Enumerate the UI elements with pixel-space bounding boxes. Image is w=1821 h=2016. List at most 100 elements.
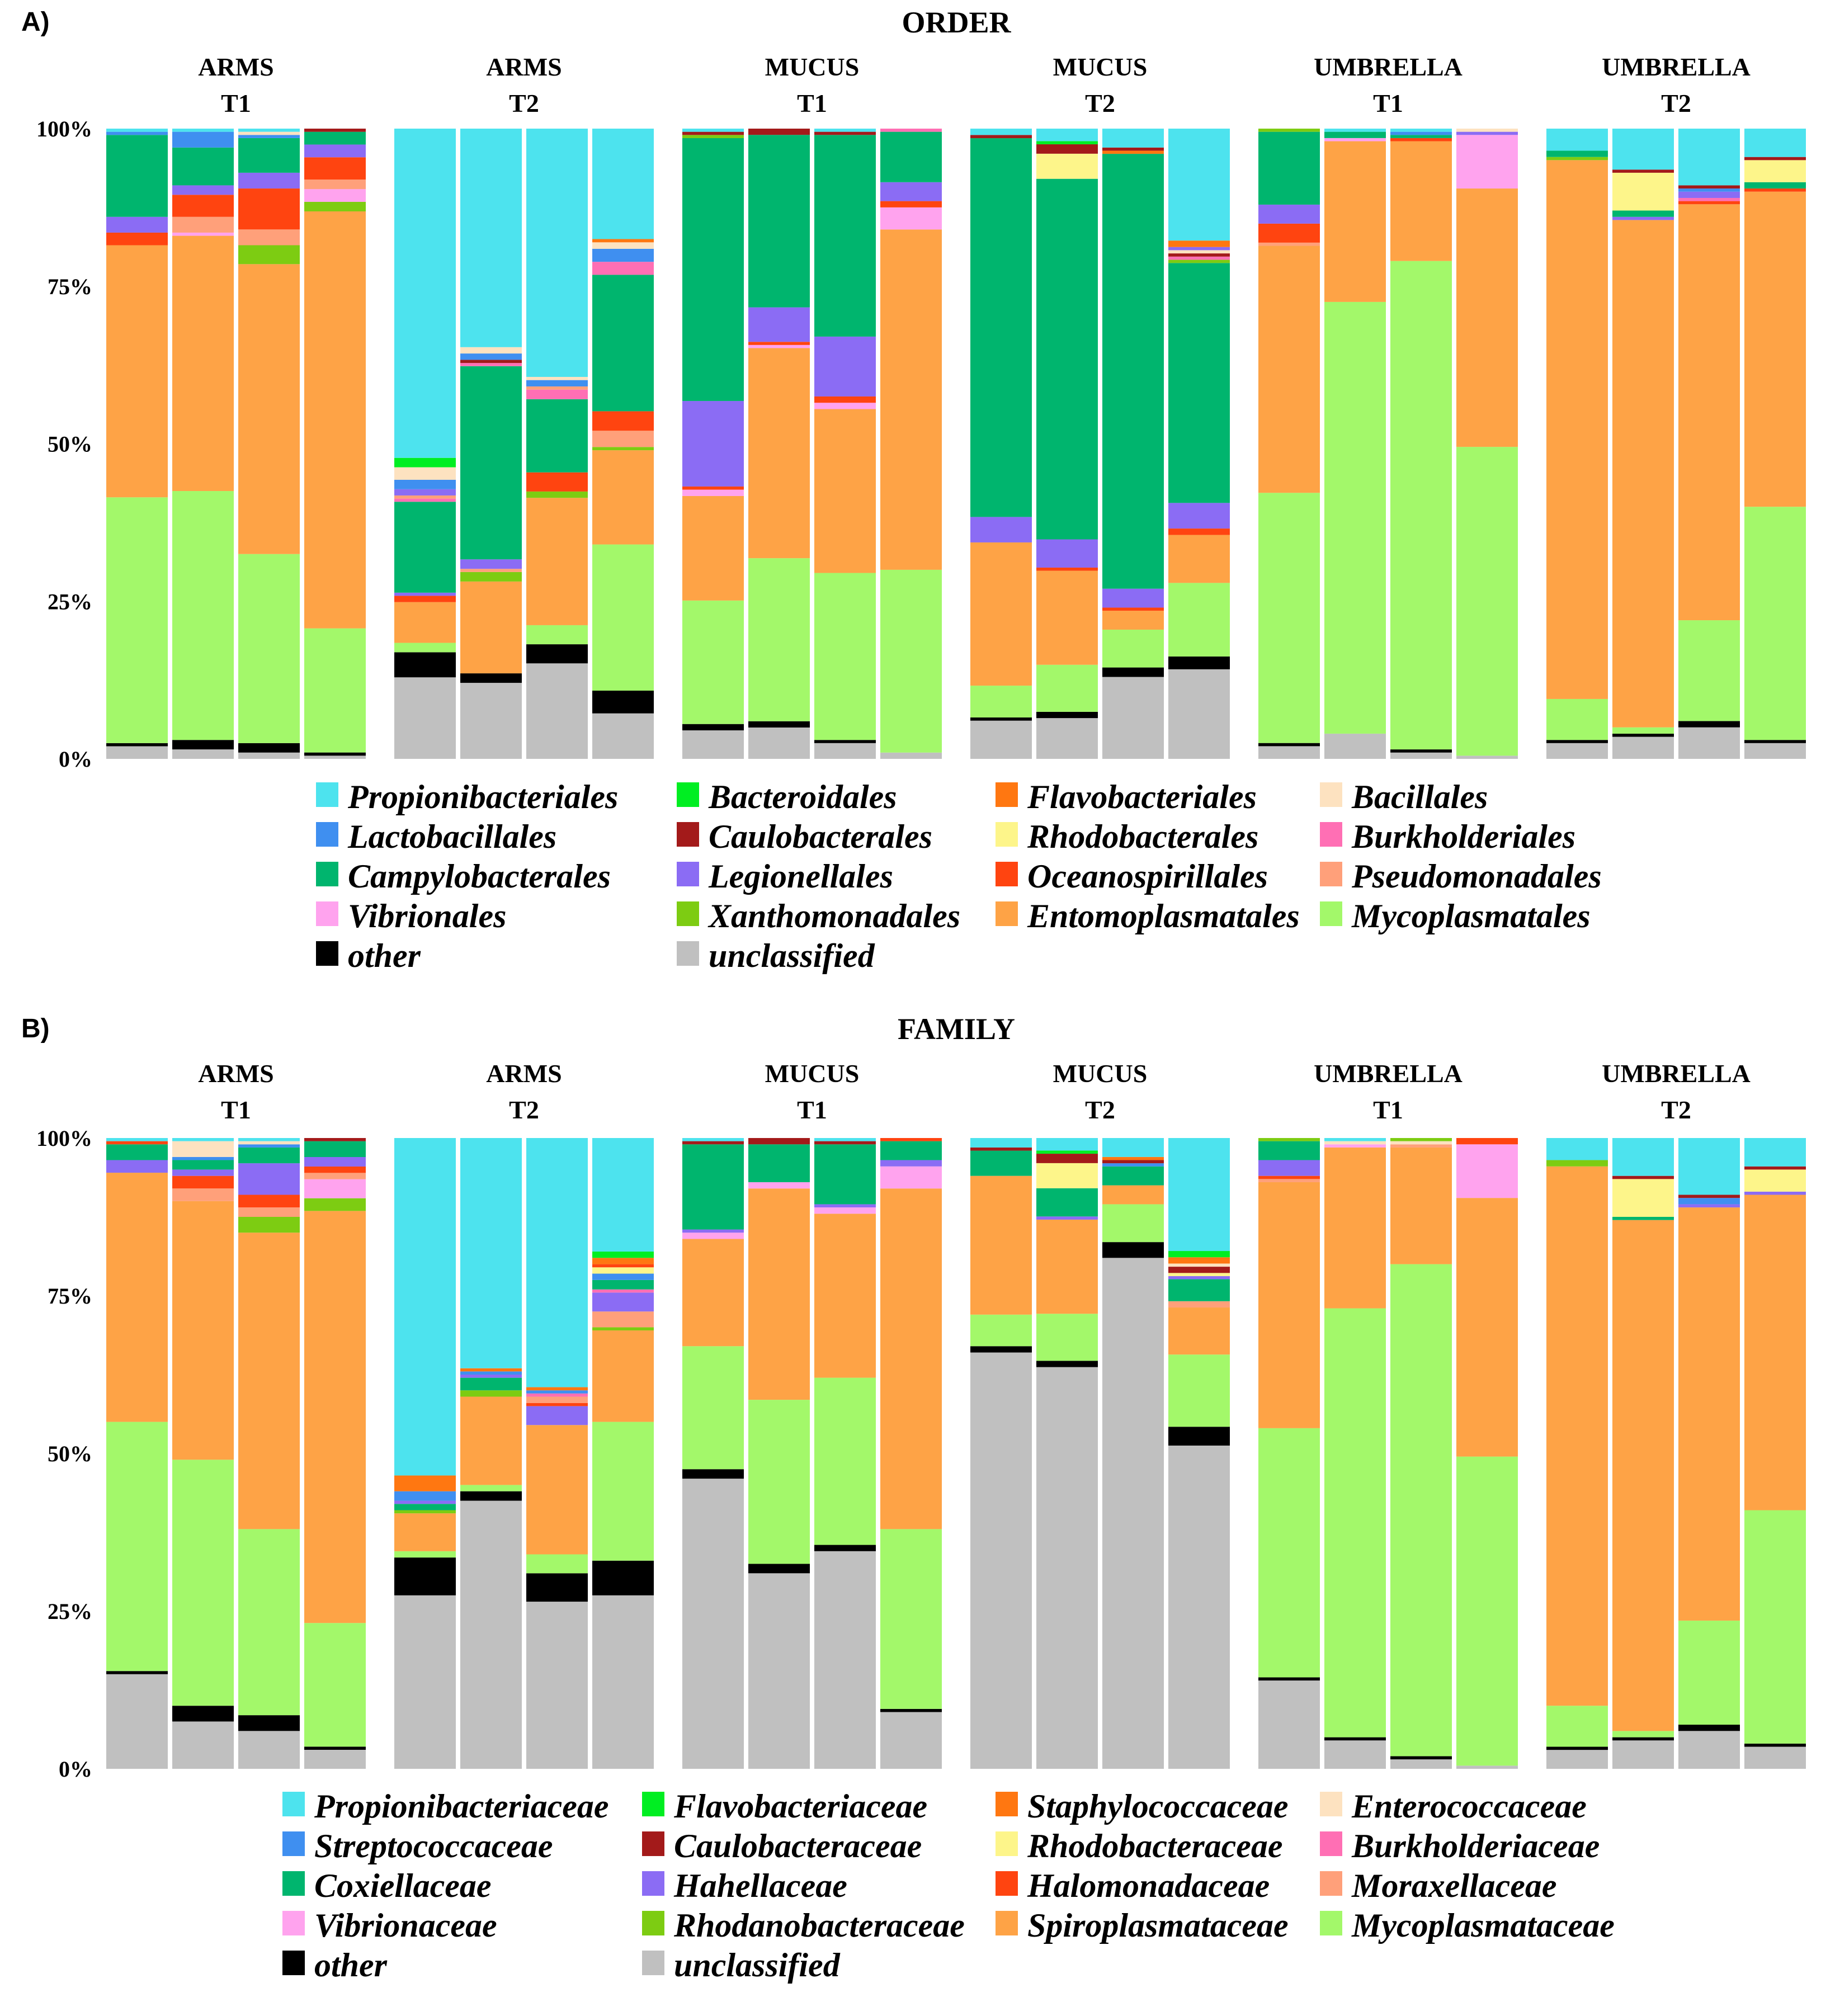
bar-segment-burkholderiales <box>1168 256 1230 260</box>
bar-segment-bacteroidales <box>394 457 456 468</box>
bar-segment-spiroplasmataceae <box>304 1211 366 1623</box>
bar-segment-other <box>1744 1743 1806 1747</box>
bar-segment-propionibacteriaceae <box>394 1138 456 1476</box>
bar-segment-coxiellaceae <box>592 1280 654 1290</box>
group-title-arms-t2: ARMS <box>486 53 562 81</box>
chart-title: FAMILY <box>898 1012 1015 1046</box>
bar-segment-other <box>1390 749 1452 753</box>
bar-segment-hahellaceae <box>1168 1276 1230 1280</box>
legend-label: unclassified <box>674 1947 841 1984</box>
stacked-bar <box>814 1138 876 1769</box>
group-title-arms-t1: ARMS <box>198 53 273 81</box>
group-subtitle-mucus-t2: T2 <box>1085 1096 1115 1124</box>
bar-segment-unclassified <box>1390 1759 1452 1769</box>
bar-segment-spiroplasmataceae <box>238 1233 300 1529</box>
legend-item-coxiellaceae: Coxiellaceae <box>282 1867 492 1904</box>
legend-item-mycoplasmataceae: Mycoplasmataceae <box>1320 1907 1615 1944</box>
bar-segment-mycoplasmataceae <box>1390 1264 1452 1757</box>
stacked-bar <box>1258 129 1320 759</box>
bar-segment-coxiellaceae <box>394 1504 456 1510</box>
legend-swatch <box>316 862 338 886</box>
legend-swatch <box>642 1871 664 1896</box>
bar-segment-other <box>1102 1242 1164 1258</box>
bar-segment-lactobacillales <box>1678 188 1740 192</box>
bar-segment-propionibacteriales <box>1324 129 1386 132</box>
bar-segment-staphylococcaceae <box>1102 1156 1164 1160</box>
bar-segment-campylobacterales <box>1546 150 1608 157</box>
stacked-bar <box>880 129 942 759</box>
bar-segment-legionellales <box>1036 539 1098 568</box>
group-subtitle-mucus-t2: T2 <box>1085 89 1115 117</box>
bar-segment-streptococcaceae <box>238 1144 300 1148</box>
bar-segment-rhodobacterales <box>1612 172 1674 211</box>
bar-segment-campylobacterales <box>238 138 300 173</box>
bar-segment-streptococcaceae <box>1678 1198 1740 1205</box>
bar-segment-coxiellaceae <box>172 1160 234 1170</box>
bar-segment-halomonadaceae <box>880 1138 942 1141</box>
bar-segment-coxiellaceae <box>106 1144 168 1160</box>
bar-segment-vibrionales <box>880 207 942 230</box>
bar-segment-unclassified <box>394 1595 456 1769</box>
bar-segment-rhodanobacteraceae <box>238 1217 300 1233</box>
bar-segment-legionellales <box>1456 131 1518 135</box>
legend-swatch <box>1320 782 1342 807</box>
legend-item-legionellales: Legionellales <box>677 858 893 895</box>
group-title-umbrella-t1: UMBRELLA <box>1314 53 1463 81</box>
bar-segment-oceanospirillales <box>1678 201 1740 205</box>
bar-segment-unclassified <box>304 756 366 759</box>
bar-segment-spiroplasmataceae <box>1612 1220 1674 1731</box>
bar-segment-unclassified <box>1258 1680 1320 1769</box>
bar-segment-mycoplasmatales <box>748 558 810 721</box>
stacked-bar <box>106 129 168 759</box>
bar-segment-unclassified <box>1102 677 1164 759</box>
stacked-bar <box>748 129 810 759</box>
bar-segment-staphylococcaceae <box>592 1258 654 1264</box>
stacked-bar <box>526 129 588 759</box>
bar-segment-hahellaceae <box>172 1169 234 1176</box>
bar-segment-campylobacterales <box>172 147 234 186</box>
bar-segment-other <box>1612 733 1674 737</box>
bar-segment-hahellaceae <box>460 1375 522 1378</box>
bar-segment-mycoplasmataceae <box>460 1485 522 1491</box>
bar-segment-rhodanobacteraceae <box>1390 1138 1452 1141</box>
bar-segment-propionibacteriaceae <box>970 1138 1032 1148</box>
group-subtitle-arms-t1: T1 <box>221 89 251 117</box>
bar-segment-bacteroidales <box>1036 141 1098 145</box>
bar-segment-caulobacteraceae <box>1612 1175 1674 1179</box>
bar-segment-other <box>592 1560 654 1595</box>
bar-segment-other <box>1102 667 1164 677</box>
bar-segment-bacillales <box>238 131 300 135</box>
bar-segment-legionellales <box>814 336 876 396</box>
bar-segment-halomonadaceae <box>172 1175 234 1189</box>
bar-segment-caulobacterales <box>970 135 1032 139</box>
legend-swatch <box>316 782 338 807</box>
bar-segment-pseudomonadales <box>172 216 234 233</box>
bar-segment-unclassified <box>172 1721 234 1769</box>
bar-segment-unclassified <box>460 683 522 759</box>
bar-segment-entomoplasmatales <box>970 542 1032 686</box>
bar-segment-other <box>1168 1427 1230 1446</box>
stacked-bar <box>394 129 456 759</box>
bar-segment-unclassified <box>1546 743 1608 759</box>
bar-segment-propionibacteriaceae <box>526 1138 588 1387</box>
legend-label: other <box>348 937 421 974</box>
bar-segment-lactobacillales <box>238 135 300 138</box>
bar-segment-mycoplasmataceae <box>394 1551 456 1558</box>
bar-segment-flavobacteriales <box>1168 240 1230 247</box>
bar-segment-hahellaceae <box>1744 1191 1806 1195</box>
legend-item-unclassified: unclassified <box>677 937 875 974</box>
bar-segment-other <box>526 644 588 664</box>
bar-segment-mycoplasmatales <box>106 497 168 743</box>
legend-swatch <box>1320 1792 1342 1816</box>
legend-item-flavobacteriaceae: Flavobacteriaceae <box>642 1788 927 1825</box>
bar-segment-burkholderiales <box>592 262 654 275</box>
bar-segment-moraxellaceae <box>238 1207 300 1217</box>
bar-segment-streptococcaceae <box>592 1273 654 1280</box>
bar-segment-legionellales <box>880 182 942 201</box>
bar-segment-unclassified <box>814 1551 876 1769</box>
bar-segment-legionellales <box>106 216 168 233</box>
bar-segment-unclassified <box>592 1595 654 1769</box>
bar-segment-flavobacteriaceae <box>1036 1150 1098 1154</box>
bar-segment-other <box>460 1491 522 1501</box>
y-tick-label: 75% <box>48 1283 92 1309</box>
